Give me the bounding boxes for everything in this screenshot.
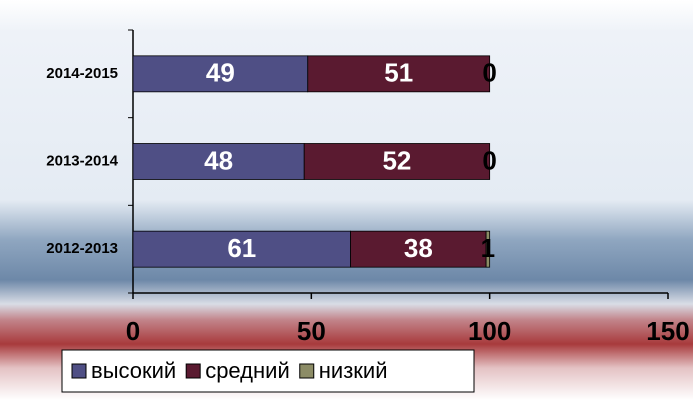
bar-segment (485, 230, 491, 268)
bar-segment (350, 230, 487, 268)
x-tick-label: 50 (297, 316, 326, 346)
x-tick-label: 0 (126, 316, 140, 346)
bar-segment (132, 55, 309, 93)
legend-label: средний (205, 358, 290, 383)
legend-box (61, 349, 475, 393)
value-label: 0 (482, 145, 496, 175)
bar-segment (307, 55, 491, 93)
legend-swatch (299, 363, 315, 379)
legend-swatch (185, 363, 201, 379)
category-label: 2012-2013 (46, 240, 118, 257)
value-label: 51 (384, 58, 413, 88)
category-label: 2013-2014 (46, 152, 118, 169)
value-label: 52 (382, 145, 411, 175)
bar-segment (132, 230, 351, 268)
value-label: 38 (404, 233, 433, 263)
x-tick-label: 100 (468, 316, 511, 346)
value-label: 48 (204, 145, 233, 175)
category-label: 2014-2015 (46, 65, 118, 82)
value-label: 1 (481, 233, 495, 263)
value-label: 61 (227, 233, 256, 263)
bar-segment (303, 143, 491, 180)
legend-label: низкий (319, 358, 388, 383)
value-label: 0 (482, 58, 496, 88)
legend-swatch (71, 363, 87, 379)
legend-label: высокий (91, 358, 176, 383)
x-tick-label: 150 (646, 316, 689, 346)
value-label: 49 (206, 58, 235, 88)
bar-segment (132, 143, 305, 180)
